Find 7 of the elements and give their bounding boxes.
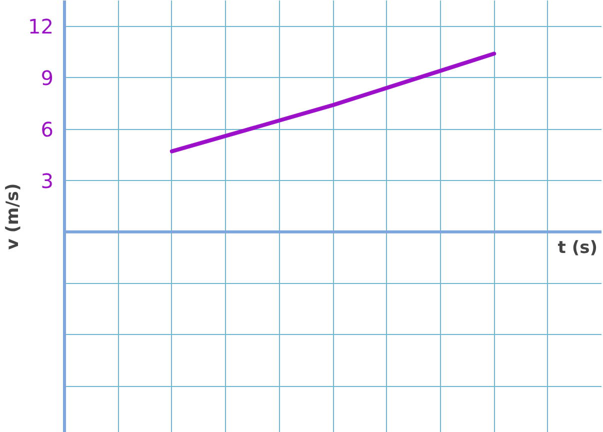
x-axis-title: t (s) xyxy=(558,238,598,258)
y-axis-title: v (m/s) xyxy=(3,183,24,250)
y-tick-label: 9 xyxy=(40,66,54,90)
y-tick-label: 3 xyxy=(40,169,54,193)
y-tick-label: 12 xyxy=(28,14,54,39)
line-series xyxy=(170,52,496,154)
y-tick-label: 6 xyxy=(40,118,54,142)
